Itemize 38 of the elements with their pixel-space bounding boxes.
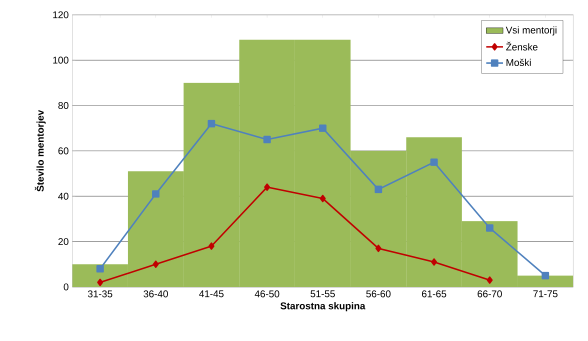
y-tick-label: 0 [64, 283, 68, 290]
y-tick-label: 80 [58, 102, 68, 109]
legend-label: Vsi mentorji [506, 26, 556, 36]
point [97, 278, 104, 286]
point [264, 183, 270, 191]
legend-label: Ženske [506, 42, 538, 50]
point [152, 260, 159, 268]
x-tick-label: 71-75 [533, 290, 558, 298]
y-tick-label: 100 [53, 56, 68, 64]
point [374, 186, 382, 194]
y-tick-label: 120 [53, 11, 68, 18]
legend-label: Moški [506, 58, 531, 66]
y-tick-label: 20 [58, 238, 68, 245]
x-tick-label: 56-60 [366, 290, 391, 298]
point [208, 120, 216, 128]
y-tick-label: 40 [58, 192, 68, 200]
x-tick-label: 41-45 [199, 290, 224, 298]
x-tick-label: 36-40 [144, 290, 168, 298]
point [152, 190, 160, 198]
y-axis-title: Število mentorjev [34, 110, 46, 192]
point [96, 264, 104, 272]
x-tick-label: 66-70 [478, 290, 502, 298]
point [542, 272, 550, 280]
point [263, 136, 271, 144]
point [319, 124, 326, 132]
y-tick-label: 60 [58, 147, 68, 154]
point [430, 158, 438, 166]
x-tick-label: 31-35 [88, 290, 112, 298]
point [431, 258, 438, 266]
point [486, 224, 494, 232]
point [375, 244, 382, 252]
x-tick-label: 61-65 [422, 290, 446, 298]
x-axis-title: Starostna skupina [280, 302, 366, 312]
point [486, 276, 493, 284]
x-tick-label: 46-50 [254, 290, 280, 298]
point [208, 242, 214, 250]
x-tick-label: 51-55 [310, 290, 335, 298]
point [320, 194, 326, 202]
